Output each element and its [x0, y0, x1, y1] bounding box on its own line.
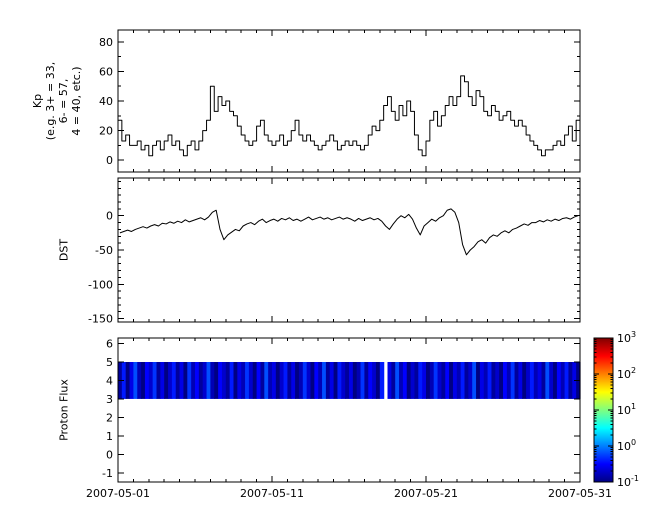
svg-text:80: 80 — [99, 36, 113, 49]
svg-text:-150: -150 — [88, 313, 113, 326]
svg-text:1: 1 — [106, 430, 113, 443]
svg-text:2: 2 — [106, 411, 113, 424]
colorbar-tick-label: 102 — [617, 366, 636, 381]
proton-flux-band — [118, 362, 581, 399]
svg-text:-1: -1 — [102, 467, 113, 480]
svg-text:0: 0 — [106, 154, 113, 167]
colorbar-tick-label: 100 — [617, 438, 636, 453]
x-tick-label: 2007-05-31 — [548, 487, 612, 500]
svg-text:0: 0 — [106, 448, 113, 461]
proton-flux-panel-axes: 6 5 4 3 2 1 0 -1 2007-05-01 2007-05-11 2007-05-21 2… — [86, 337, 612, 500]
svg-text:4: 4 — [106, 374, 113, 387]
dst-axis-label: DST — [57, 238, 71, 262]
colorbar-tick-label: 101 — [617, 402, 636, 417]
flux-colorbar: 103 102 101 100 10-1 — [593, 330, 639, 489]
svg-text:5: 5 — [106, 356, 113, 369]
kp-index-trace — [118, 75, 580, 157]
proton-flux-axis-label: Proton Flux — [57, 379, 71, 441]
dst-index-trace — [119, 208, 579, 256]
dst-index-panel-axes: 0 -50 -100 -150 — [88, 177, 581, 326]
svg-text:40: 40 — [99, 95, 113, 108]
svg-text:6: 6 — [106, 338, 113, 351]
svg-text:20: 20 — [99, 125, 113, 138]
svg-text:-100: -100 — [88, 278, 113, 291]
svg-text:3: 3 — [106, 393, 113, 406]
svg-text:60: 60 — [99, 65, 113, 78]
kp-index-panel-axes: 0 20 40 60 80 — [99, 29, 581, 173]
svg-text:-50: -50 — [95, 244, 113, 257]
kp-axis-label: Kp (e.g. 3+ = 33, 6- = 57, 4 = 40, etc.) — [31, 61, 83, 141]
colorbar-tick-label: 10-1 — [617, 474, 639, 489]
svg-text:0: 0 — [106, 210, 113, 223]
x-tick-label: 2007-05-11 — [240, 487, 304, 500]
colorbar-tick-label: 103 — [617, 330, 636, 345]
x-tick-label: 2007-05-21 — [394, 487, 458, 500]
x-tick-label: 2007-05-01 — [86, 487, 150, 500]
